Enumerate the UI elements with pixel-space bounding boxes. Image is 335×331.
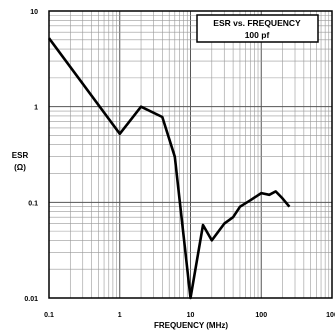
- y-tick-label: 0.1: [28, 200, 38, 207]
- x-tick-label: 100: [326, 312, 335, 319]
- title-box: ESR vs. FREQUENCY 100 pf: [196, 14, 319, 43]
- grid-lines: [48, 11, 332, 299]
- x-tick-label: 100: [255, 312, 267, 319]
- y-axis-label: ESR: [12, 151, 29, 160]
- x-axis-label: FREQUENCY (MHz): [154, 321, 228, 330]
- y-tick-label: 0.01: [24, 296, 38, 303]
- tick-labels: 0.1 1 10 100 100 0.01 0.1 1 10: [24, 9, 335, 319]
- y-tick-label: 10: [30, 9, 38, 16]
- x-tick-label: 0.1: [44, 312, 54, 319]
- y-axis-unit: (Ω): [14, 163, 26, 172]
- y-tick-label: 1: [34, 105, 38, 112]
- x-tick-label: 1: [118, 312, 122, 319]
- esr-series-line: [47, 37, 291, 300]
- chart-title: ESR vs. FREQUENCY: [213, 18, 301, 28]
- chart-subtitle: 100 pf: [245, 30, 270, 40]
- x-tick-label: 10: [187, 312, 195, 319]
